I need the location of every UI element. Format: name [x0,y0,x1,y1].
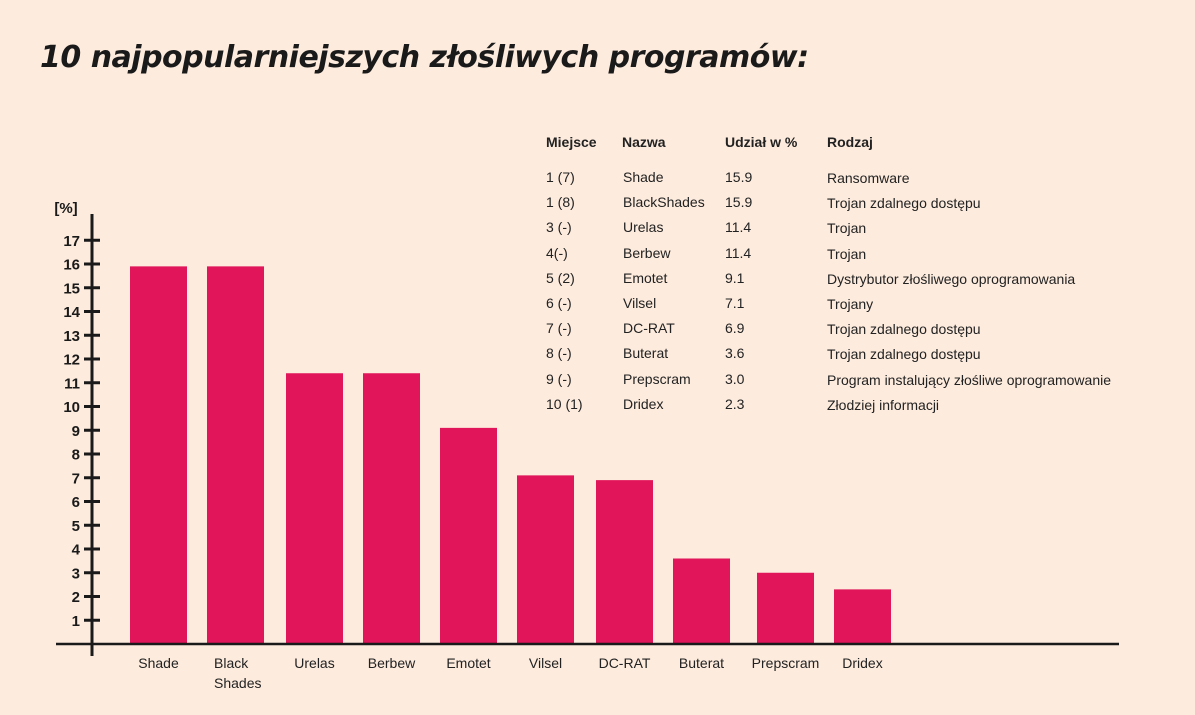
y-axis-label: [%] [54,200,77,217]
cell-place: 10 (1) [546,395,583,412]
y-tick-label: 15 [63,280,80,297]
y-tick-label: 11 [64,375,80,392]
x-tick-label: Dridex [842,655,882,671]
cell-place: 7 (-) [546,320,572,337]
cell-name: Vilsel [623,295,657,311]
cell-name: Shade [623,169,664,185]
cell-share: 11.4 [725,244,752,261]
bar-emotet [440,427,497,644]
cell-place: 5 (2) [546,269,575,286]
cell-type: Ransomware [827,170,910,186]
header-share: Udział w % [725,134,798,150]
cell-name: BlackShades [623,194,705,211]
bar-black-shades [207,266,264,644]
y-tick-label: 2 [72,589,80,606]
cell-share: 2.3 [725,395,745,412]
cell-type: Dystrybutor złośliwego oprogramowania [827,270,1076,287]
x-tick-label: Black Shades [214,655,261,691]
bar-berbew [363,373,420,644]
x-tick-label: DC-RAT [599,655,651,671]
cell-type: Trojan [827,245,867,262]
cell-place: 6 (-) [546,295,572,311]
y-tick-label: 14 [63,304,80,321]
cell-share: 6.9 [725,320,745,337]
y-tick-label: 13 [63,328,80,345]
cell-name: Dridex [623,395,664,412]
cell-share: 3.6 [725,345,745,362]
bar-shade [130,266,187,644]
bar-urelas [286,373,343,644]
y-tick-label: 12 [63,352,80,369]
bar-prepscram [757,572,814,644]
cell-type: Trojan zdalnego dostępu [827,346,981,363]
y-tick-label: 3 [72,565,80,582]
cell-type: Trojan zdalnego dostępu [827,195,981,212]
cell-place: 8 (-) [546,345,572,362]
header-name: Nazwa [622,134,666,150]
y-tick-label: 9 [72,423,80,440]
cell-place: 4(-) [546,244,568,261]
y-tick-label: 1 [72,613,80,630]
cell-name: Prepscram [623,370,691,387]
x-tick-label: Prepscram [752,655,820,671]
y-tick-label: 17 [63,233,80,250]
cell-place: 1 (8) [546,194,575,211]
cell-type: Program instalujący złośliwe oprogramowa… [827,371,1112,388]
y-tick-label: 5 [72,518,80,535]
y-tick-label: 10 [63,399,80,416]
cell-place: 9 (-) [546,370,572,387]
cell-type: Trojany [827,296,874,312]
x-tick-label: Berbew [368,655,416,671]
y-tick-label: 16 [63,257,80,274]
cell-place: 1 (7) [546,169,575,185]
cell-type: Trojan [827,220,867,237]
x-labels-group: Shade Black Shades Urelas Berbew Emotet Vilsel… [138,655,882,691]
cell-share: 9.1 [725,269,745,286]
cell-share: 15.9 [725,169,753,185]
x-tick-label: Vilsel [529,655,562,671]
y-tick-label: 6 [72,494,80,511]
y-tick-label: 4 [72,542,81,559]
cell-name: Buterat [623,345,669,362]
x-tick-label: Buterat [679,655,724,671]
cell-type: Złodziej informacji [827,396,940,413]
cell-name: Emotet [623,269,668,286]
cell-share: 7.1 [725,295,745,311]
cell-place: 3 (-) [546,219,572,236]
y-tick-label: 7 [72,470,80,487]
chart-title: 10 najpopularniejszych złośliwych progra… [40,40,809,75]
cell-type: Trojan zdalnego dostępu [827,321,981,338]
header-place: Miejsce [546,134,597,150]
header-type: Rodzaj [827,134,873,150]
cell-name: Urelas [623,219,664,236]
x-tick-label: Shade [138,655,179,671]
cell-share: 11.4 [725,219,752,236]
cell-share: 3.0 [725,370,745,387]
bar-dridex [834,589,891,644]
bar-dc-rat [596,480,653,644]
cell-share: 15.9 [725,194,753,211]
x-tick-label: Urelas [294,655,334,671]
bar-vilsel [517,475,574,644]
bar-buterat [673,558,730,644]
y-tick-label: 8 [72,447,80,464]
x-tick-label: Emotet [446,655,490,671]
cell-name: DC-RAT [623,320,675,337]
bars-group [130,266,891,644]
cell-name: Berbew [623,244,671,261]
